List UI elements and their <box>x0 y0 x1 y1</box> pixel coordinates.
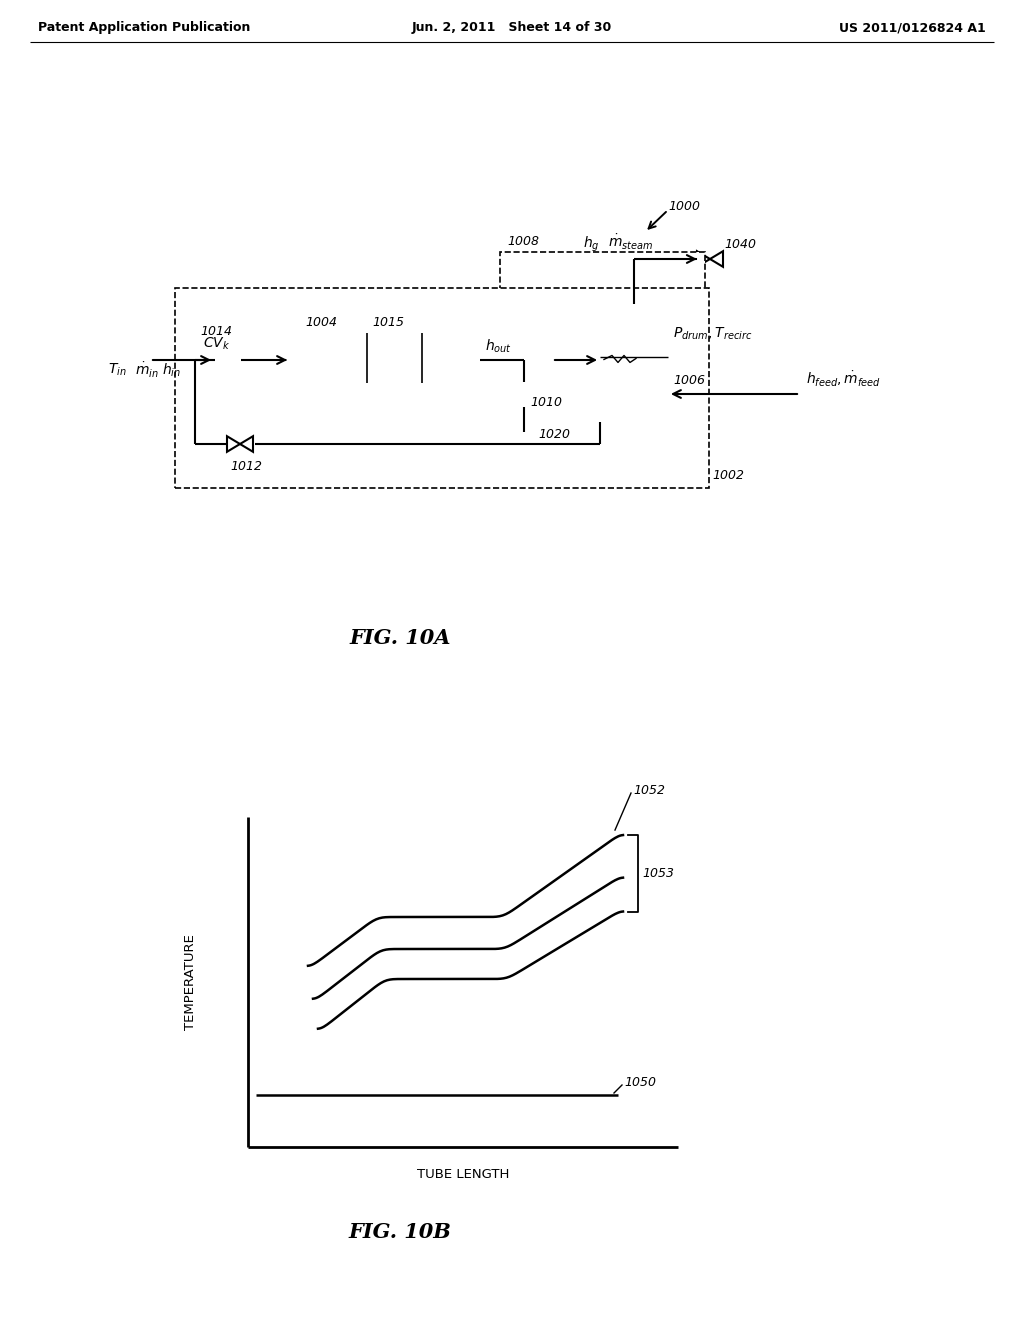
Text: $CV_k$: $CV_k$ <box>203 335 230 352</box>
Text: $h_{in}$: $h_{in}$ <box>162 362 181 379</box>
Text: 1020: 1020 <box>538 428 570 441</box>
Text: 1002: 1002 <box>712 469 744 482</box>
Text: TUBE LENGTH: TUBE LENGTH <box>417 1168 509 1181</box>
Text: 1052: 1052 <box>633 784 665 796</box>
Text: 1014: 1014 <box>200 325 232 338</box>
Text: 1050: 1050 <box>624 1077 656 1089</box>
Text: 1040: 1040 <box>724 238 756 251</box>
Text: 1010: 1010 <box>530 396 562 408</box>
Text: 1012: 1012 <box>230 459 262 473</box>
Text: 1000: 1000 <box>668 201 700 214</box>
Text: 1006: 1006 <box>673 374 705 387</box>
Text: Patent Application Publication: Patent Application Publication <box>38 21 251 34</box>
Text: 1015: 1015 <box>372 315 403 329</box>
Text: US 2011/0126824 A1: US 2011/0126824 A1 <box>840 21 986 34</box>
Bar <box>175 288 709 488</box>
Text: $h_g$: $h_g$ <box>583 235 600 253</box>
Text: $h_{out}$: $h_{out}$ <box>485 338 512 355</box>
Text: $T_{in}$: $T_{in}$ <box>108 362 127 379</box>
Text: $P_{drum},T_{recirc}$: $P_{drum},T_{recirc}$ <box>673 325 753 342</box>
Text: 1053: 1053 <box>642 867 674 880</box>
Text: FIG. 10B: FIG. 10B <box>348 1222 452 1242</box>
Bar <box>600 304 668 422</box>
Text: Jun. 2, 2011   Sheet 14 of 30: Jun. 2, 2011 Sheet 14 of 30 <box>412 21 612 34</box>
Text: 1008: 1008 <box>507 235 539 248</box>
Text: TEMPERATURE: TEMPERATURE <box>183 935 197 1030</box>
Text: $\dot{m}_{in}$: $\dot{m}_{in}$ <box>135 360 159 380</box>
Text: FIG. 10A: FIG. 10A <box>349 628 451 648</box>
Bar <box>500 252 705 426</box>
Text: $\dot{m}_{steam}$: $\dot{m}_{steam}$ <box>608 232 653 252</box>
Bar <box>285 333 480 383</box>
Text: 1004: 1004 <box>305 315 337 329</box>
Text: $h_{feed}, \dot{m}_{feed}$: $h_{feed}, \dot{m}_{feed}$ <box>806 370 881 389</box>
Bar <box>513 432 535 450</box>
